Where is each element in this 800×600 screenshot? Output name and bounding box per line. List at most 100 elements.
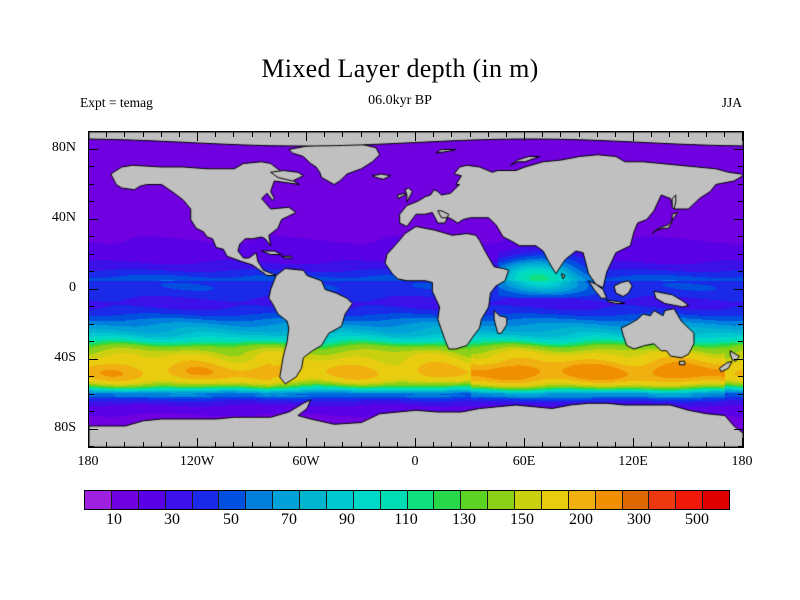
tick-mark: [106, 132, 107, 137]
tick-mark: [88, 132, 89, 141]
colorbar-tick-label: 10: [106, 511, 122, 528]
mixed-layer-depth-heatmap: [89, 132, 743, 447]
tick-mark: [488, 132, 489, 137]
colorbar-tick-label: 300: [627, 511, 651, 528]
tick-mark: [342, 132, 343, 137]
tick-mark: [688, 132, 689, 137]
tick-mark: [89, 271, 94, 272]
tick-mark: [738, 446, 743, 447]
tick-mark: [361, 132, 362, 137]
map-plot-area: [88, 131, 744, 448]
tick-mark: [397, 442, 398, 447]
tick-mark: [433, 442, 434, 447]
x-axis-label: 60E: [512, 454, 536, 469]
tick-mark: [724, 132, 725, 137]
tick-mark: [560, 442, 561, 447]
tick-mark: [706, 442, 707, 447]
tick-mark: [669, 442, 670, 447]
tick-mark: [542, 442, 543, 447]
tick-mark: [738, 184, 743, 185]
tick-mark: [488, 442, 489, 447]
tick-mark: [734, 429, 743, 430]
colorbar-swatch: [703, 491, 729, 509]
tick-mark: [738, 324, 743, 325]
colorbar-tick-label: 130: [452, 511, 476, 528]
colorbar-swatch: [407, 491, 435, 509]
tick-mark: [738, 166, 743, 167]
colorbar-swatch: [246, 491, 274, 509]
tick-mark: [651, 442, 652, 447]
tick-mark: [579, 442, 580, 447]
tick-mark: [524, 132, 525, 141]
x-axis-label: 120W: [179, 454, 215, 469]
colorbar-swatch: [649, 491, 677, 509]
tick-mark: [161, 132, 162, 137]
tick-mark: [89, 446, 94, 447]
tick-mark: [669, 132, 670, 137]
tick-mark: [579, 132, 580, 137]
tick-mark: [197, 438, 198, 447]
colorbar-swatch: [515, 491, 542, 509]
tick-mark: [252, 442, 253, 447]
tick-mark: [306, 132, 307, 141]
tick-mark: [738, 236, 743, 237]
tick-mark: [252, 132, 253, 137]
colorbar-swatch: [165, 491, 193, 509]
tick-mark: [738, 394, 743, 395]
y-axis-label: 0: [69, 280, 76, 295]
colorbar-swatch: [138, 491, 166, 509]
tick-mark: [738, 271, 743, 272]
tick-mark: [88, 438, 89, 447]
experiment-label: Expt = temag: [80, 95, 153, 110]
tick-mark: [734, 289, 743, 290]
colorbar-swatch: [326, 491, 354, 509]
y-axis-label: 80S: [54, 420, 76, 435]
tick-mark: [470, 132, 471, 137]
tick-mark: [161, 442, 162, 447]
colorbar: [84, 490, 730, 510]
tick-mark: [89, 219, 98, 220]
tick-mark: [738, 306, 743, 307]
tick-mark: [197, 132, 198, 141]
tick-mark: [379, 442, 380, 447]
tick-mark: [615, 442, 616, 447]
tick-mark: [179, 442, 180, 447]
tick-mark: [89, 324, 94, 325]
tick-mark: [738, 341, 743, 342]
colorbar-tick-label: 70: [281, 511, 297, 528]
tick-mark: [288, 442, 289, 447]
colorbar-swatch: [461, 491, 489, 509]
tick-mark: [738, 254, 743, 255]
x-axis-label: 60W: [292, 454, 320, 469]
x-axis-label: 120E: [618, 454, 648, 469]
tick-mark: [89, 411, 94, 412]
season-label: JJA: [721, 95, 742, 110]
colorbar-swatch: [622, 491, 650, 509]
tick-mark: [597, 442, 598, 447]
tick-mark: [89, 376, 94, 377]
tick-mark: [633, 132, 634, 141]
tick-mark: [89, 236, 94, 237]
colorbar-swatch: [568, 491, 596, 509]
tick-mark: [742, 438, 743, 447]
colorbar-swatch: [85, 491, 112, 509]
tick-mark: [361, 442, 362, 447]
colorbar-tick-label: 200: [569, 511, 593, 528]
tick-mark: [706, 132, 707, 137]
tick-mark: [506, 442, 507, 447]
tick-mark: [89, 184, 94, 185]
tick-mark: [433, 132, 434, 137]
tick-mark: [270, 132, 271, 137]
tick-mark: [342, 442, 343, 447]
tick-mark: [89, 166, 94, 167]
tick-mark: [506, 132, 507, 137]
y-axis-label: 40N: [51, 210, 76, 225]
tick-mark: [89, 394, 94, 395]
x-axis-label: 0: [411, 454, 419, 469]
colorbar-swatch: [192, 491, 220, 509]
colorbar-tick-labels: 10 30 50 70 90 110 130 150 200 300 500: [0, 512, 800, 534]
tick-mark: [89, 429, 98, 430]
tick-mark: [470, 442, 471, 447]
tick-mark: [288, 132, 289, 137]
